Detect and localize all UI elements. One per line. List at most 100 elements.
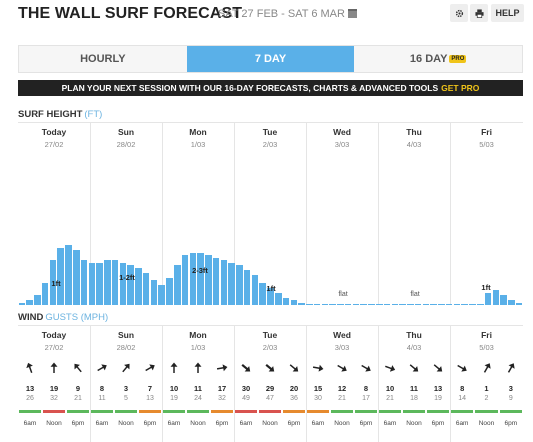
- day-divider: [378, 326, 379, 442]
- wind-arrow-icon: [26, 362, 33, 373]
- day-name: Fri: [481, 330, 492, 340]
- surf-bar: [445, 304, 453, 305]
- wind-rating-bar: [163, 410, 185, 413]
- wind-day-header: Today 27/02: [18, 330, 90, 352]
- wind-speed: 3: [508, 384, 513, 393]
- wind-rating-bar: [307, 410, 329, 413]
- time-label: Noon: [334, 420, 350, 427]
- surf-bar: [298, 302, 305, 305]
- surf-bar: [313, 304, 321, 305]
- time-label: 6pm: [504, 420, 518, 427]
- wind-gust: 19: [434, 395, 442, 402]
- surf-height-chart: Today 27/02 Sun 28/02 Mon 1/03 Tue 2/03 Wed 3/03 T…: [18, 122, 523, 305]
- day-name: Today: [41, 127, 67, 137]
- wind-speed: 17: [217, 384, 227, 393]
- wind-speed: 13: [433, 384, 443, 393]
- surf-bar: [461, 304, 468, 305]
- time-label: Noon: [478, 420, 495, 427]
- time-label: Noon: [190, 420, 206, 427]
- day-date: 4/03: [406, 140, 422, 149]
- wind-arrow-icon: [361, 364, 371, 372]
- tab-hourly[interactable]: HOURLY: [80, 53, 126, 65]
- wind-speed: 8: [460, 384, 465, 393]
- day-date: 27/02: [44, 140, 64, 149]
- day-name: Wed: [333, 330, 351, 340]
- day-name: Sun: [117, 330, 135, 340]
- tab-7-day[interactable]: 7 DAY: [186, 46, 355, 72]
- day-name: Thu: [406, 330, 422, 340]
- day-divider: [234, 326, 235, 442]
- surf-bar: [127, 265, 134, 305]
- surf-bar: [383, 304, 391, 305]
- day-name: Wed: [333, 127, 351, 137]
- wind-speed: 12: [337, 384, 347, 393]
- surf-bar: [189, 252, 197, 305]
- wind-gust: 13: [146, 395, 154, 402]
- wind-gust: 21: [338, 395, 346, 402]
- date-range[interactable]: SAT 27 FEB - SAT 6 MAR: [218, 8, 357, 20]
- time-label: Noon: [118, 420, 134, 427]
- wind-gust: 17: [362, 395, 370, 402]
- surf-bar: [104, 260, 111, 305]
- day-divider: [234, 123, 235, 305]
- day-date: 3/03: [334, 343, 350, 352]
- time-label: 6pm: [143, 420, 157, 427]
- wind-arrow-icon: [312, 364, 324, 372]
- surf-bar: [197, 252, 204, 305]
- wind-gust: 47: [266, 395, 274, 402]
- wind-rating-bar: [235, 410, 257, 413]
- print-icon: [474, 8, 484, 18]
- surf-bar: [181, 255, 189, 305]
- surf-height-label: 2-3ft: [192, 266, 208, 275]
- pro-banner[interactable]: PLAN YOUR NEXT SESSION WITH OUR 16-DAY F…: [18, 80, 523, 96]
- wind-day-header: Wed 3/03: [306, 330, 378, 352]
- surf-bar: [166, 277, 173, 305]
- day-date: 28/02: [116, 343, 136, 352]
- day-divider: [162, 326, 163, 442]
- help-button[interactable]: HELP: [491, 4, 524, 22]
- day-name: Tue: [262, 127, 278, 137]
- surf-bar: [469, 304, 476, 305]
- surf-bar: [34, 295, 41, 305]
- day-divider: [450, 326, 451, 442]
- surf-day-header: Tue 2/03: [234, 127, 306, 149]
- wind-arrow-icon: [241, 363, 251, 372]
- day-divider: [378, 123, 379, 305]
- wind-arrow-icon: [337, 364, 347, 372]
- print-button[interactable]: [470, 4, 488, 22]
- surf-bar: [72, 250, 80, 305]
- surf-bar: [282, 297, 290, 305]
- wind-rating-bar: [91, 410, 113, 413]
- wind-arrow-icon: [385, 365, 396, 372]
- surf-bar: [453, 304, 461, 305]
- day-date: 1/03: [190, 140, 206, 149]
- calendar-icon[interactable]: [347, 9, 357, 18]
- wind-gust: 30: [314, 395, 322, 402]
- surf-height-label: 1ft: [266, 284, 276, 293]
- surf-bar: [344, 304, 352, 305]
- day-name: Fri: [481, 127, 492, 137]
- surf-bar: [476, 304, 484, 305]
- surf-bar: [135, 267, 142, 305]
- surf-bar: [57, 247, 64, 305]
- surf-bar: [96, 262, 103, 305]
- settings-button[interactable]: [450, 4, 468, 22]
- wind-speed: 3: [123, 384, 129, 393]
- wind-arrow-icon: [265, 363, 275, 372]
- wind-arrow-icon: [50, 362, 58, 373]
- surf-bar: [515, 302, 523, 305]
- surf-bar: [407, 304, 414, 305]
- time-label: 6am: [23, 420, 37, 427]
- surf-bar: [158, 285, 165, 305]
- wind-rating-bar: [115, 410, 137, 413]
- tab-16-day[interactable]: 16 DAY PRO: [409, 53, 467, 65]
- get-pro-link[interactable]: GET PRO: [441, 83, 480, 93]
- wind-day-header: Mon 1/03: [162, 330, 234, 352]
- surf-bar: [88, 262, 96, 305]
- surf-day-header: Today 27/02: [18, 127, 90, 149]
- wind-rating-bar: [427, 410, 449, 413]
- wind-arrow-icon: [145, 364, 155, 372]
- time-label: 6am: [455, 420, 469, 427]
- surf-height-label: flat: [410, 291, 420, 298]
- day-date: 27/02: [44, 343, 64, 352]
